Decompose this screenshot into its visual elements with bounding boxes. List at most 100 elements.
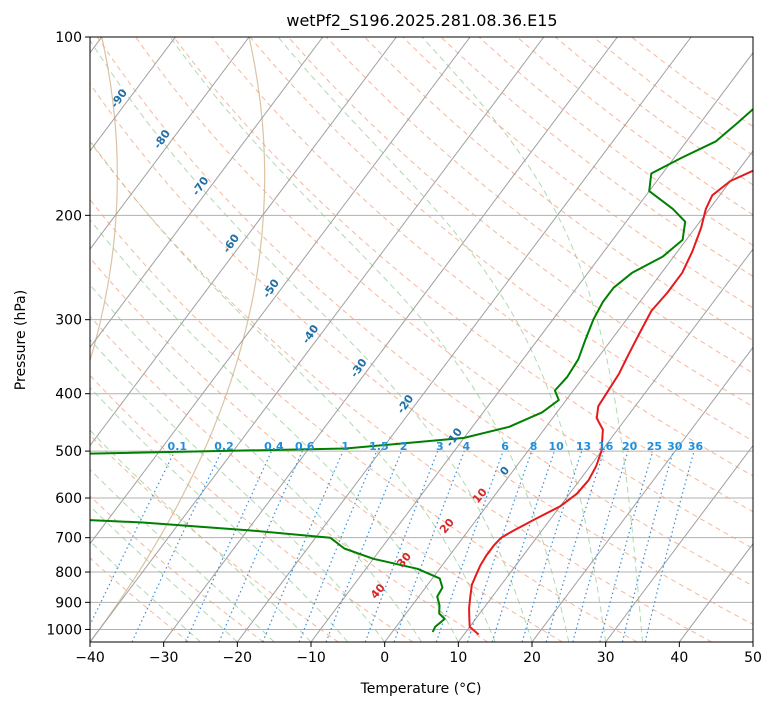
y-tick-label: 100 <box>55 30 82 46</box>
mixing-ratio-lines <box>90 450 695 642</box>
dry-adiabat-label: -20 <box>394 392 416 416</box>
temperature-profile-line <box>468 169 753 636</box>
overlay-labels: 0.1 0.2 0.4 0.6 1 1.5 2 3 4 6 8 10 13 16 20 25 30 36 -100 -… <box>108 86 704 601</box>
dry-adiabat-line <box>287 37 753 408</box>
plot-frame <box>89 36 754 643</box>
mixing-ratio-label: 6 <box>501 440 509 453</box>
isotherm-line <box>531 346 753 642</box>
x-tick-label: 0 <box>380 650 389 666</box>
dry-adiabat-line <box>90 374 414 642</box>
y-tick-label: 600 <box>55 491 82 507</box>
isotherm-line <box>457 248 753 642</box>
mixing-ratio-label: 1.5 <box>369 440 389 453</box>
mixing-ratio-label: 10 <box>549 440 565 453</box>
x-tick-label: 30 <box>597 650 615 666</box>
y-tick-label: 900 <box>55 595 82 611</box>
isotherm-line <box>90 37 471 545</box>
moist-adiabat-line <box>90 139 496 642</box>
mixing-ratio-line <box>364 450 439 642</box>
moist-adiabat-lines <box>90 37 643 642</box>
y-tick-label: 400 <box>55 387 82 403</box>
x-axis-ticks: −40 −30 −20 −10 0 10 20 30 40 50 <box>75 642 762 666</box>
x-tick-label: 10 <box>449 650 467 666</box>
dry-adiabat-line <box>90 257 563 642</box>
x-tick-label: −40 <box>75 650 105 666</box>
mixing-ratio-label: 25 <box>647 440 662 453</box>
mixing-ratio-line <box>521 450 583 642</box>
x-tick-label: −30 <box>149 650 179 666</box>
moist-adiabat-line <box>90 468 275 642</box>
y-tick-label: 500 <box>55 444 82 460</box>
isotherm-line <box>90 37 545 642</box>
mixing-ratio-label: 8 <box>530 440 538 453</box>
chart-title: wetPf2_S196.2025.281.08.36.E15 <box>286 11 557 31</box>
moist-adiabat-line <box>90 283 422 642</box>
dry-adiabat-label: -40 <box>299 322 321 346</box>
dry-adiabat-line <box>90 495 264 642</box>
dry-adiabat-line <box>402 37 753 309</box>
x-tick-label: −10 <box>296 650 326 666</box>
isotherm-line <box>384 150 753 642</box>
dry-adiabat-line <box>90 83 753 625</box>
x-tick-label: 40 <box>670 650 688 666</box>
dry-adiabat-line <box>135 37 753 550</box>
y-tick-label: 1000 <box>46 622 82 638</box>
mixing-ratio-label: 4 <box>462 440 470 453</box>
mixing-ratio-line <box>572 450 629 642</box>
mixing-ratio-line <box>644 450 695 642</box>
isotherm-line <box>90 37 397 447</box>
mixing-ratio-line <box>545 450 605 642</box>
dewpoint-profile-line <box>90 107 753 633</box>
mixing-ratio-label: 36 <box>688 440 704 453</box>
dry-adiabat-line <box>325 37 753 374</box>
dry-adiabat-label: -60 <box>220 231 242 255</box>
y-axis-label: Pressure (hPa) <box>13 290 29 390</box>
x-axis-label: Temperature (°C) <box>360 681 482 697</box>
isotherm-line <box>236 37 692 642</box>
isotherm-line <box>90 37 324 349</box>
moist-adiabat-line <box>277 37 607 642</box>
skewed-isotherm-lines <box>90 37 753 642</box>
dry-adiabat-line <box>211 37 753 477</box>
profile-lines <box>90 107 753 636</box>
moist-adiabat-line <box>90 338 386 642</box>
dry-adiabat-line <box>440 37 753 278</box>
isotherm-line <box>678 542 753 642</box>
moist-adiabat-line <box>421 37 643 642</box>
x-tick-label: −20 <box>223 650 253 666</box>
mixing-ratio-label: 16 <box>598 440 614 453</box>
moist-adiabat-line <box>90 218 459 642</box>
mixing-ratio-label: 0.2 <box>214 440 234 453</box>
moist-adiabat-label: 0 <box>497 464 512 478</box>
moist-adiabat-label: 40 <box>368 581 388 601</box>
moist-adiabat-line <box>90 505 238 642</box>
isotherm-line <box>90 37 176 152</box>
mixing-ratio-line <box>621 450 674 642</box>
isotherm-line <box>90 37 250 250</box>
dry-adiabat-line <box>90 140 712 642</box>
x-tick-label: 20 <box>523 650 541 666</box>
mixing-ratio-line <box>466 450 533 642</box>
dry-adiabat-label: -30 <box>348 356 370 380</box>
mixing-ratio-label: 0.6 <box>295 440 315 453</box>
isotherm-line <box>163 37 618 642</box>
mixing-ratio-line <box>325 450 403 642</box>
mixing-ratio-label: 3 <box>436 440 444 453</box>
mixing-ratio-label: 20 <box>622 440 638 453</box>
reference-arc-line <box>90 37 118 363</box>
mixing-ratio-line <box>90 450 176 627</box>
mixing-ratio-label: 2 <box>400 440 408 453</box>
moist-adiabat-line <box>90 386 349 642</box>
dry-adiabat-lines <box>90 37 753 642</box>
mixing-ratio-line <box>262 450 344 642</box>
moist-adiabat-label: 10 <box>470 485 490 505</box>
mixing-ratio-line <box>131 450 223 642</box>
moist-adiabat-line <box>169 37 570 642</box>
dry-adiabat-line <box>554 37 753 186</box>
dry-adiabat-label: -50 <box>260 276 282 300</box>
moist-adiabat-line <box>90 429 312 642</box>
moist-adiabat-line <box>90 540 201 642</box>
isotherm-line <box>310 51 753 642</box>
x-tick-label: 50 <box>744 650 762 666</box>
